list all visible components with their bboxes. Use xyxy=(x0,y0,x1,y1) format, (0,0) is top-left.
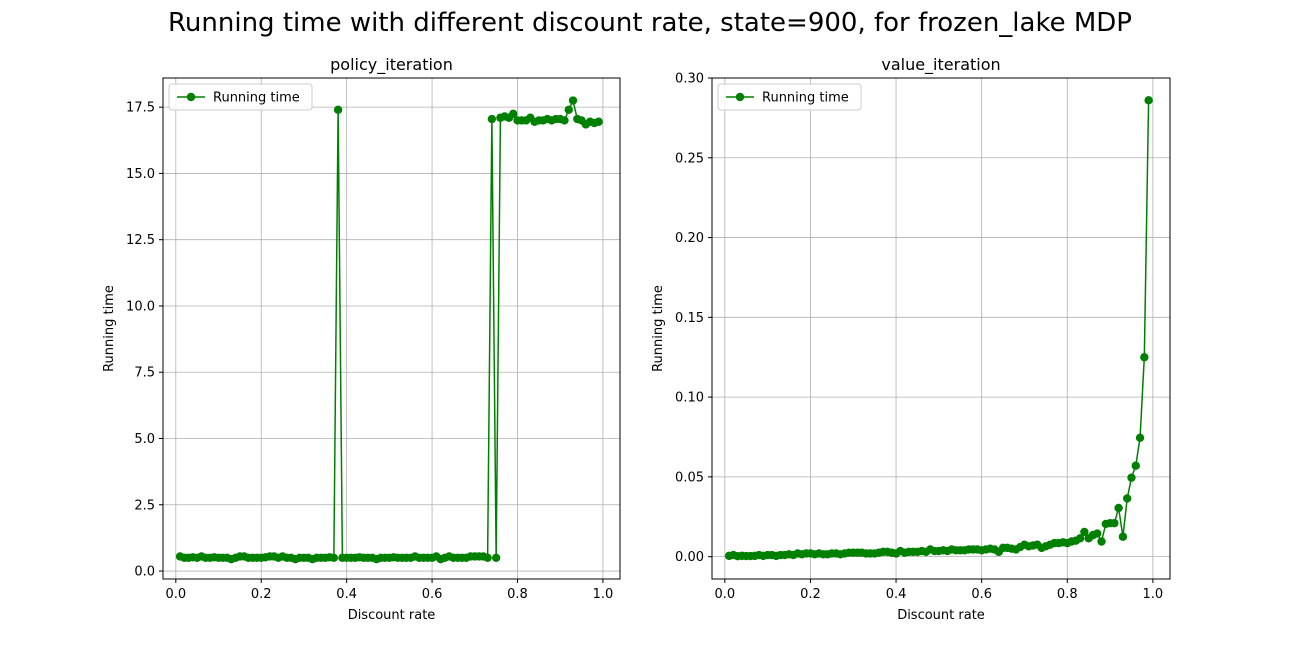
chart1-point-94 xyxy=(1127,473,1136,482)
chart0-point-78 xyxy=(509,109,518,118)
chart1-legend-marker xyxy=(735,92,745,102)
chart0-ytick-label-0: 0.0 xyxy=(134,565,155,580)
chart1-point-98 xyxy=(1144,96,1153,105)
chart1-ytick-label-1: 0.05 xyxy=(675,470,704,485)
chart1-point-97 xyxy=(1140,353,1149,362)
chart1-point-90 xyxy=(1110,518,1119,528)
chart1-ytick-label-0: 0.00 xyxy=(675,550,704,565)
chart0-title: policy_iteration xyxy=(330,55,453,75)
chart1-ytick-label-5: 0.25 xyxy=(675,151,704,166)
chart0-legend-label: Running time xyxy=(213,91,300,106)
chart1-point-93 xyxy=(1122,494,1132,503)
chart0-point-37 xyxy=(333,105,343,115)
chart1-xtick-label-2: 0.4 xyxy=(886,587,907,602)
chart0-legend-marker xyxy=(186,92,196,102)
chart0-xtick-label-2: 0.4 xyxy=(336,587,357,602)
chart1-point-83 xyxy=(1080,527,1089,537)
chart0-ytick-label-5: 12.5 xyxy=(126,233,155,248)
chart0-ytick-label-1: 2.5 xyxy=(134,498,155,513)
chart0-legend-box xyxy=(168,83,313,111)
chart1-legend-label: Running time xyxy=(762,91,849,106)
policy-iteration-subplot: 0.0 0.2 0.4 0.6 0.8 1.0 0.0 2.5 5.0 7.5 10.0 12.5 15… xyxy=(102,55,621,623)
chart1-ylabel: Running time xyxy=(651,285,666,372)
chart0-xtick-label-3: 0.6 xyxy=(422,587,443,602)
chart0-xlabel: Discount rate xyxy=(348,608,436,623)
chart1-point-91 xyxy=(1114,503,1123,513)
chart1-axes-frame xyxy=(711,77,1171,580)
chart0-ytick-label-2: 5.0 xyxy=(134,432,155,447)
chart0-ytick-label-6: 15.0 xyxy=(126,167,155,182)
chart1-ytick-label-3: 0.15 xyxy=(675,311,704,326)
chart0-ylabel: Running time xyxy=(102,285,117,372)
chart0-xtick-label-4: 0.8 xyxy=(507,587,528,602)
chart1-xtick-label-3: 0.6 xyxy=(971,587,992,602)
chart0-xtick-label-1: 0.2 xyxy=(251,587,272,602)
chart1-point-95 xyxy=(1131,461,1140,470)
chart0-ytick-label-4: 10.0 xyxy=(126,299,155,314)
chart0-point-90 xyxy=(560,116,569,125)
chart0-xtick-label-0: 0.0 xyxy=(165,587,186,602)
chart1-point-87 xyxy=(1097,537,1106,546)
chart1-ytick-label-4: 0.20 xyxy=(675,231,704,246)
chart0-axes-frame xyxy=(162,77,621,580)
chart0-ytick-label-7: 17.5 xyxy=(126,101,155,116)
chart1-xtick-label-5: 1.0 xyxy=(1143,587,1164,602)
chart1-xtick-label-0: 0.0 xyxy=(714,587,735,602)
chart0-point-73 xyxy=(487,114,497,124)
chart0-point-72 xyxy=(483,553,492,562)
chart0-point-98 xyxy=(594,117,603,126)
chart0-point-74 xyxy=(491,553,501,562)
chart1-legend-box xyxy=(717,83,862,111)
chart1-point-86 xyxy=(1093,529,1102,538)
chart1-point-96 xyxy=(1135,433,1145,442)
chart1-series-line-0 xyxy=(728,100,1150,557)
chart0-xtick-label-5: 1.0 xyxy=(593,587,614,602)
chart1-ytick-label-6: 0.30 xyxy=(675,72,704,87)
chart0-point-36 xyxy=(329,553,339,562)
figure-suptitle: Running time with different discount rat… xyxy=(168,8,1132,38)
chart0-point-91 xyxy=(564,105,573,115)
chart1-point-82 xyxy=(1075,534,1085,543)
chart1-xtick-label-1: 0.2 xyxy=(800,587,821,602)
chart1-xlabel: Discount rate xyxy=(897,608,985,623)
chart1-xtick-label-4: 0.8 xyxy=(1057,587,1078,602)
chart0-ytick-label-3: 7.5 xyxy=(134,366,155,381)
chart0-point-92 xyxy=(568,96,578,105)
value-iteration-subplot: 0.0 0.2 0.4 0.6 0.8 1.0 0.00 0.05 0.10 0.15 0.20 0.… xyxy=(651,55,1171,623)
chart1-point-92 xyxy=(1118,532,1128,541)
chart0-series-line-0 xyxy=(179,99,599,560)
chart1-ytick-label-2: 0.10 xyxy=(675,391,704,406)
chart1-title: value_iteration xyxy=(881,55,1000,75)
